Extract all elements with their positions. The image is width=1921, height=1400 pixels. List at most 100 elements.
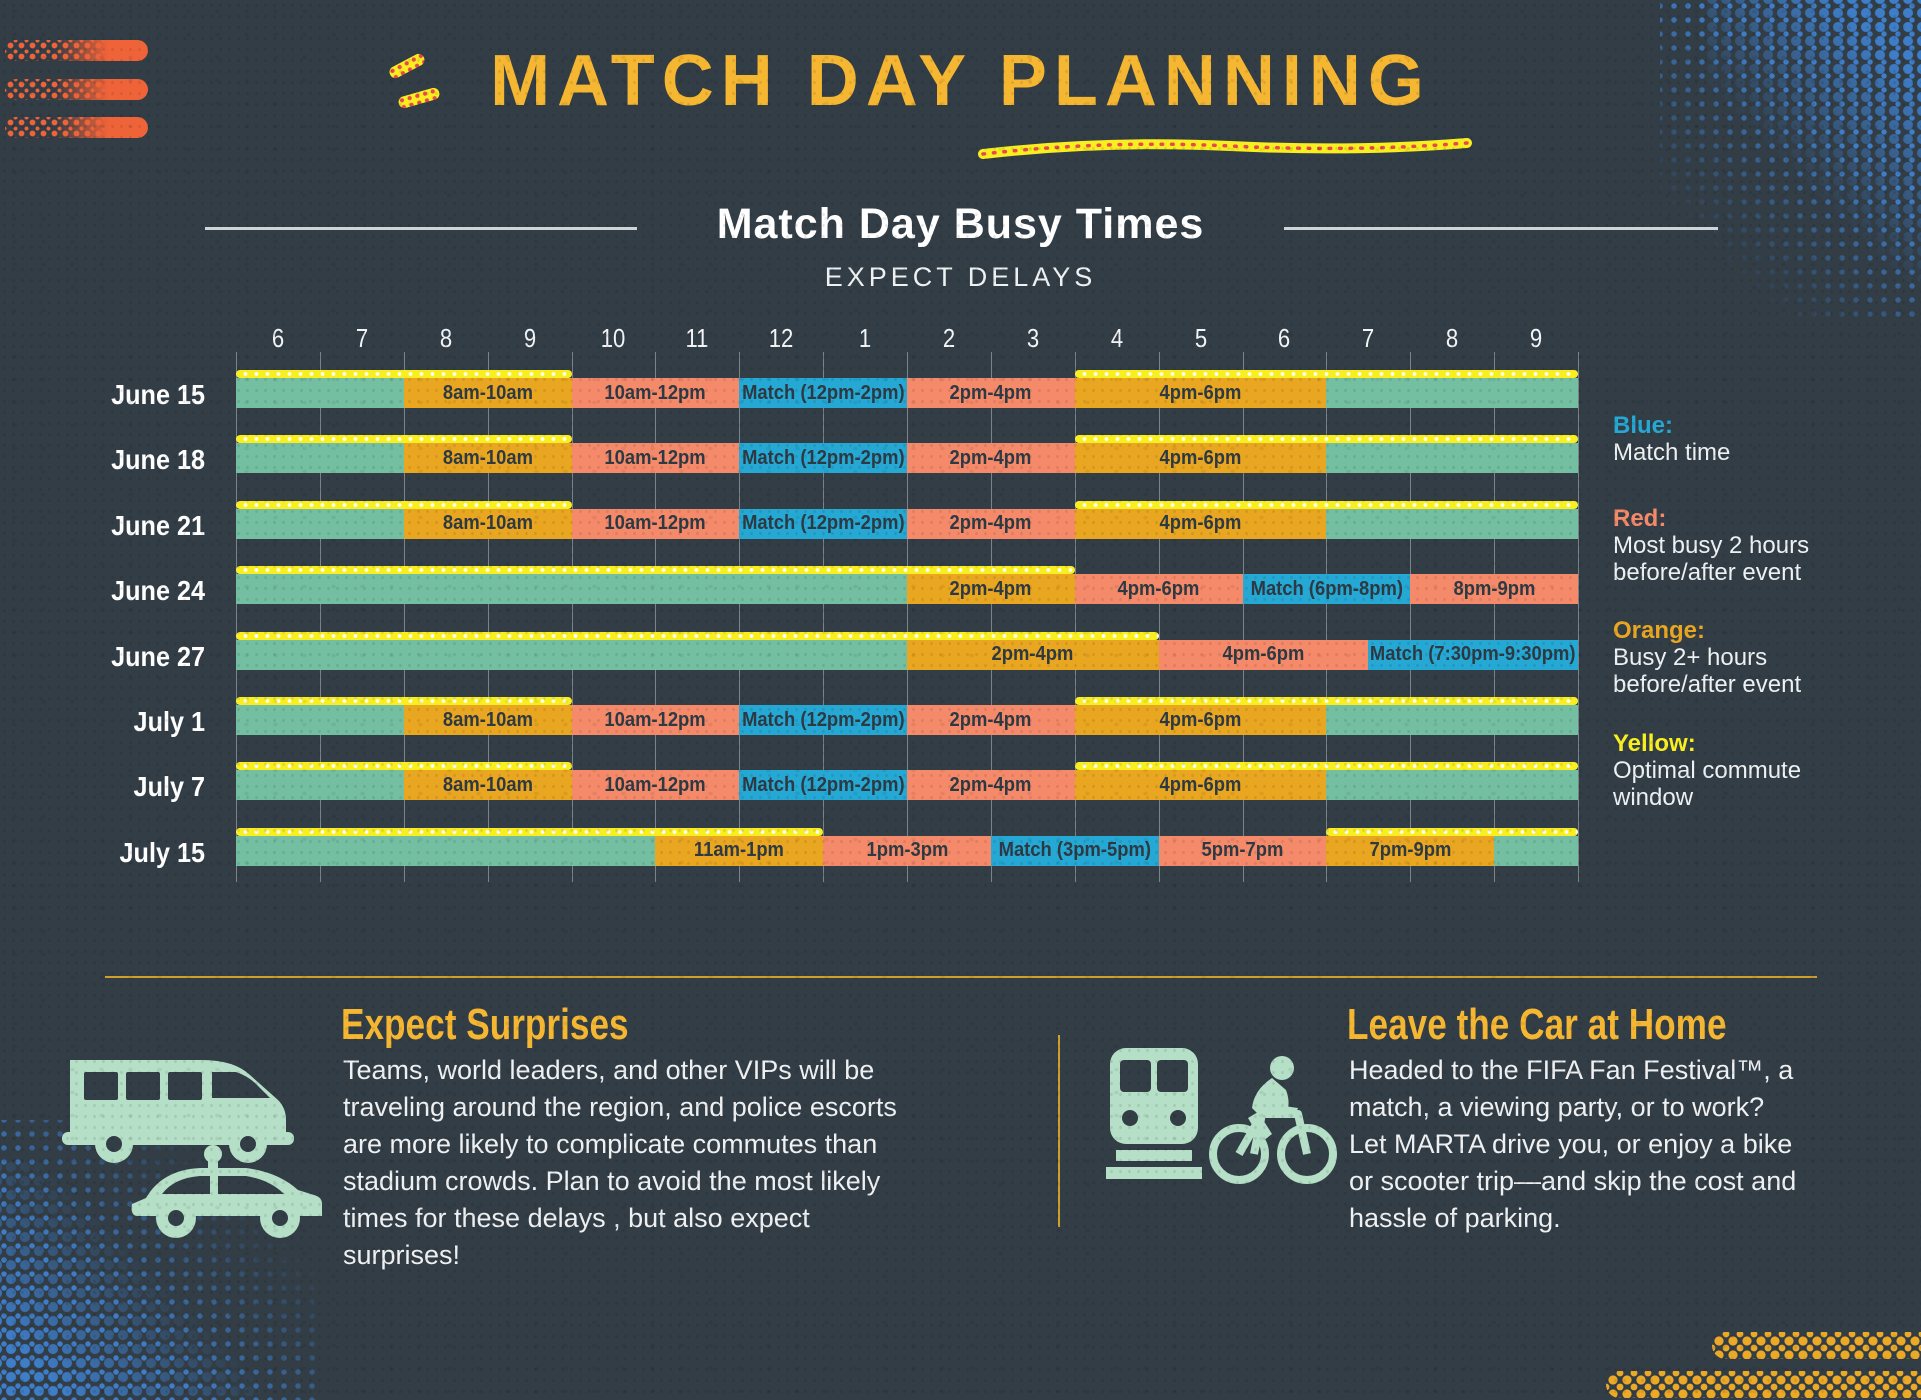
commute-window-line [1074,370,1578,378]
busy-segment-teal [236,574,907,605]
hour-gridline [1074,352,1076,882]
commute-window-line [236,697,572,705]
body-text-line: are more likely to complicate commutes t… [343,1129,878,1159]
busy-segment-label: 2pm-4pm [949,512,1032,535]
row-date-label: June 27 [111,640,205,672]
busy-segment-teal [236,508,404,539]
busy-segment-label: 8am-10am [442,708,533,731]
commute-window-line [1326,827,1578,836]
hour-gridline [319,352,321,882]
hour-tick-label: 8 [1446,323,1459,353]
busy-segment-label: 10am-12pm [604,708,707,731]
hour-tick-label: 6 [271,323,285,353]
busy-segment-teal [1326,508,1578,539]
hour-tick-label: 2 [942,323,956,353]
busy-segment-red: 8pm-9pm [1410,574,1578,605]
busy-segment-label: 4pm-6pm [1159,381,1242,404]
busy-segment-label: 10am-12pm [604,773,707,796]
busy-segment-red: 4pm-6pm [1074,574,1243,605]
busy-segment-label: 4pm-6pm [1159,773,1242,796]
busy-segment-orange: 4pm-6pm [1074,508,1327,539]
legend-item-text: before/after event [1613,671,1802,698]
commute-window-line [1074,435,1578,444]
busy-segment-red: 10am-12pm [571,443,740,474]
hour-gridline [487,352,489,882]
busy-segment-blue: Match (3pm-5pm) [990,835,1159,866]
page-title: MATCH DAY PLANNING [490,41,1431,121]
busy-segment-teal [236,835,656,866]
section-divider [105,976,1817,978]
busy-segment-label: 2pm-4pm [949,381,1032,404]
busy-segment-blue: Match (12pm-2pm) [739,443,907,474]
busy-segment-orange: 4pm-6pm [1074,443,1327,474]
hour-tick-label: 9 [523,323,536,353]
hour-tick-label: 4 [1110,323,1123,353]
commute-window-line [236,631,1159,640]
hour-gridline [907,352,908,882]
orange-fade-bar [5,117,148,138]
busy-segment-orange: 4pm-6pm [1074,770,1327,801]
busy-segment-label: 1pm-3pm [866,839,948,862]
hour-gridline [1158,352,1160,882]
body-text-line: times for these delays , but also expect… [343,1203,810,1270]
hour-tick-label: 9 [1529,323,1543,353]
busy-segment-red: 10am-12pm [571,508,740,539]
commute-window-line [236,827,824,836]
commute-window-line [236,500,572,509]
busy-segment-red: 2pm-4pm [907,378,1075,408]
row-date-label: July 1 [133,706,205,737]
busy-segment-label: Match (12pm-2pm) [741,381,905,404]
busy-segment-label: 10am-12pm [604,381,707,404]
busy-segment-orange: 11am-1pm [655,835,824,866]
body-text-line: Teams, world leaders, and other VIPs wil… [343,1055,875,1085]
commute-window-line [236,762,572,771]
busy-segment-orange: 8am-10am [403,770,572,801]
busy-segment-teal [236,705,404,735]
busy-segment-red: 2pm-4pm [907,508,1075,539]
hour-tick-label: 6 [1278,323,1291,353]
row-date-label: July 7 [133,771,205,803]
busy-segment-label: 2pm-4pm [949,446,1032,469]
busy-segment-label: 4pm-6pm [1117,577,1200,600]
legend-item-text: before/after event [1613,559,1802,586]
busy-segment-red: 4pm-6pm [1158,639,1369,670]
busy-segment-teal [1326,378,1578,408]
busy-segment-label: 2pm-4pm [949,577,1032,600]
busy-segment-orange: 4pm-6pm [1074,378,1327,408]
body-text-line: match, a viewing party, or to work? [1349,1092,1765,1122]
busy-segment-teal [1326,443,1578,474]
busy-segment-label: 2pm-4pm [949,708,1032,731]
legend-item-text: window [1613,784,1694,811]
busy-segment-label: 4pm-6pm [1222,643,1305,666]
busy-segment-blue: Match (12pm-2pm) [739,705,907,735]
hour-gridline [990,352,992,882]
legend-item-text: Match time [1613,439,1731,466]
hour-tick-label: 5 [1194,323,1207,353]
busy-segment-label: Match (12pm-2pm) [741,446,905,469]
busy-segment-label: 8am-10am [442,446,533,469]
busy-segment-red: 5pm-7pm [1158,835,1327,866]
busy-segment-orange: 8am-10am [403,508,572,539]
train-and-cyclist-icon [1106,1048,1337,1184]
hour-tick-label: 8 [439,323,452,353]
busy-segment-teal [236,639,907,670]
busy-segment-teal [236,378,404,408]
chart-subtitle: EXPECT DELAYS [824,262,1097,292]
header-rule-left [205,227,637,230]
busy-segment-red: 2pm-4pm [907,705,1075,735]
busy-segment-label: 2pm-4pm [949,773,1032,796]
hour-gridline [655,352,657,882]
hour-gridline [236,352,237,882]
gold-dot-band [1712,1332,1921,1359]
hour-tick-label: 11 [685,323,709,353]
body-text-line: Headed to the FIFA Fan Festival™, a [1349,1055,1794,1085]
busy-segment-red: 10am-12pm [571,705,740,735]
row-date-label: June 15 [111,379,205,410]
busy-segment-label: 8pm-9pm [1453,577,1536,600]
busy-segment-blue: Match (12pm-2pm) [739,508,907,539]
row-date-label: June 21 [111,509,205,541]
commute-window-line [1074,697,1578,705]
hour-gridline [1326,352,1328,882]
busy-segment-teal [1326,770,1578,801]
